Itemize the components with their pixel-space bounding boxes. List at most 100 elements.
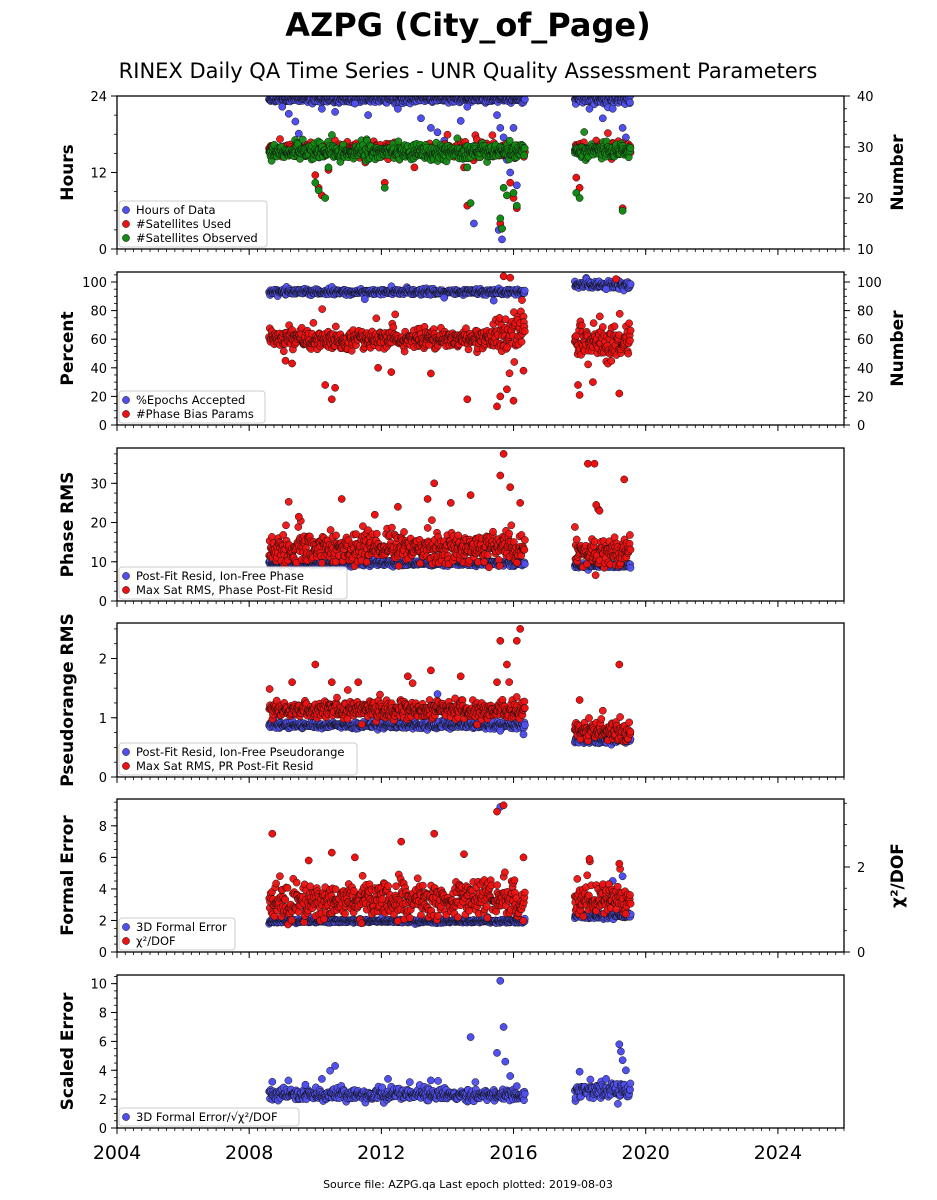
data-point — [626, 563, 635, 572]
data-point — [328, 131, 336, 139]
data-point — [488, 131, 497, 140]
data-point — [372, 529, 381, 538]
data-point — [364, 111, 372, 119]
data-point — [610, 85, 617, 92]
data-point — [290, 96, 295, 97]
data-point — [374, 363, 382, 372]
data-point — [509, 396, 518, 405]
data-point — [318, 104, 326, 113]
data-point — [309, 319, 318, 327]
data-point — [428, 516, 436, 524]
data-point — [506, 273, 515, 282]
data-point — [626, 98, 634, 107]
data-point — [496, 392, 505, 401]
data-point — [311, 171, 320, 179]
series-1 — [265, 450, 635, 580]
data-point — [506, 168, 515, 177]
legend: %Epochs Accepted#Phase Bias Params — [118, 390, 266, 424]
data-point — [618, 206, 627, 215]
data-point — [518, 296, 526, 304]
data-point — [276, 135, 284, 143]
data-point — [470, 219, 478, 228]
data-point — [394, 562, 403, 570]
y-right-tick-label: 20 — [857, 390, 874, 405]
y-tick-label: 40 — [90, 362, 107, 377]
data-point — [284, 109, 293, 118]
data-point — [626, 326, 635, 335]
legend-marker — [122, 234, 130, 242]
y-tick-label: 20 — [90, 390, 107, 405]
y-tick-label: 0 — [99, 243, 107, 258]
data-point — [440, 293, 449, 302]
y-tick-label: 100 — [82, 276, 107, 291]
y-tick-label: 60 — [90, 333, 107, 348]
data-point — [453, 134, 462, 143]
data-point — [331, 383, 339, 392]
data-point — [331, 322, 340, 331]
data-point — [607, 357, 616, 365]
data-point — [433, 128, 442, 137]
data-point — [520, 144, 529, 153]
data-point — [584, 360, 592, 369]
series-2 — [265, 128, 635, 233]
data-point — [598, 114, 607, 123]
data-point — [585, 104, 594, 113]
data-point — [427, 369, 435, 378]
y-tick-label: 0 — [99, 595, 107, 610]
data-point — [607, 82, 614, 89]
y-right-tick-label: 30 — [857, 141, 874, 156]
data-point — [360, 295, 369, 304]
data-point — [626, 280, 635, 288]
data-point — [327, 395, 336, 404]
y-right-tick-label: 40 — [857, 90, 874, 105]
legend-box — [118, 390, 266, 424]
data-point — [610, 322, 619, 331]
y-right-tick-label: 10 — [857, 243, 874, 258]
data-point — [626, 96, 635, 100]
legend-label: Hours of Data — [136, 203, 216, 217]
data-point — [498, 235, 506, 244]
data-point — [575, 194, 584, 202]
data-point — [512, 201, 521, 210]
y-right-tick-label: 80 — [857, 305, 874, 320]
data-point — [624, 349, 633, 358]
data-point — [284, 497, 293, 506]
figure-title: AZPG (City_of_Page) — [285, 6, 650, 44]
y-tick-label: 12 — [90, 167, 107, 182]
data-point — [326, 526, 335, 534]
data-point — [499, 183, 508, 192]
data-point — [423, 524, 432, 532]
data-point — [391, 310, 400, 319]
data-point — [615, 389, 624, 398]
data-point — [485, 563, 493, 572]
y-tick-label: 30 — [90, 477, 107, 492]
data-point — [505, 369, 514, 378]
data-point — [619, 85, 626, 92]
series-0 — [265, 274, 635, 305]
data-point — [311, 178, 320, 187]
legend-label: #Satellites Used — [136, 217, 231, 231]
panel-percent: 020406080100Percent020406080100Number%Ep… — [58, 271, 908, 434]
data-point — [520, 560, 529, 568]
axes-frame — [116, 95, 845, 250]
y-right-tick-label: 100 — [857, 276, 882, 291]
data-point — [517, 337, 526, 346]
data-point — [362, 558, 371, 566]
data-point — [503, 385, 511, 394]
data-point — [503, 191, 511, 200]
data-point — [410, 163, 419, 172]
data-point — [288, 359, 296, 368]
legend-marker — [122, 396, 130, 404]
data-point — [604, 129, 612, 137]
data-points — [265, 82, 635, 244]
data-point — [331, 108, 339, 116]
data-point — [466, 199, 475, 207]
data-point — [505, 136, 514, 145]
data-point — [626, 336, 634, 345]
legend-box — [118, 200, 268, 248]
y-tick-label: 10 — [90, 556, 107, 571]
data-point — [278, 102, 287, 111]
